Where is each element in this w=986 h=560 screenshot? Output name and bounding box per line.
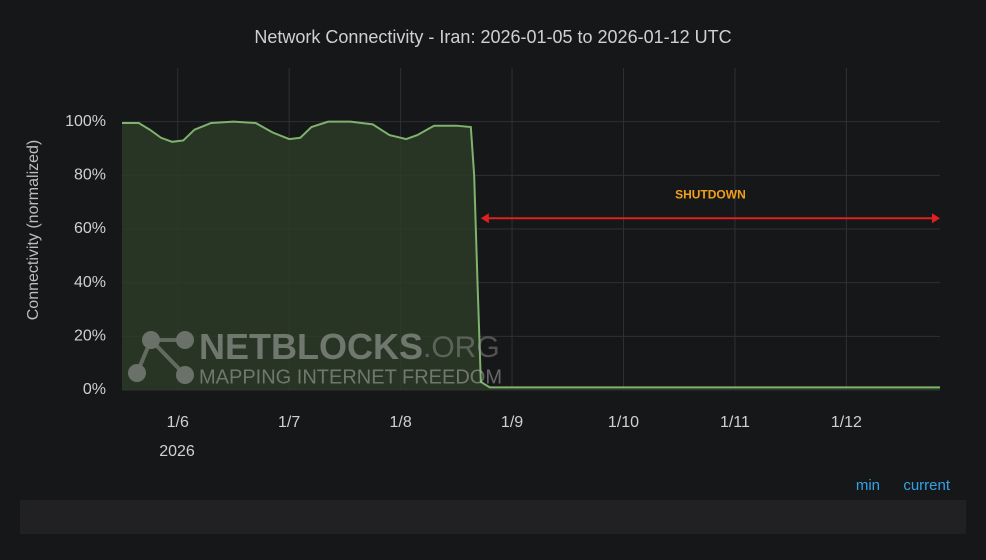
x-tick-label: 1/8 [389, 414, 411, 431]
x-tick-label: 1/6 [167, 414, 189, 431]
arrow-head [932, 213, 940, 224]
y-tick-label: 80% [74, 167, 106, 184]
series-line [122, 120, 940, 389]
y-tick-label: 100% [65, 113, 106, 130]
series-area [122, 121, 940, 391]
x-tick-label: 1/10 [608, 414, 639, 431]
watermark-name-text: NETBLOCKS [199, 326, 423, 367]
y-axis-label: Connectivity (normalized) [25, 140, 42, 321]
legend-header: min [856, 477, 880, 494]
annotation-label: SHUTDOWN [675, 187, 746, 201]
y-tick-label: 60% [74, 220, 106, 237]
chart-title: Network Connectivity - Iran: 2026-01-05 … [254, 27, 731, 47]
x-tick-label: 1/11 [720, 414, 750, 431]
y-tick-label: 0% [83, 381, 106, 398]
logo-link [135, 339, 153, 374]
logo-node [176, 366, 194, 384]
logo-node [176, 331, 194, 349]
x-tick-label: 1/7 [278, 414, 300, 431]
x-tick-label: 1/12 [831, 414, 862, 431]
arrow-head [480, 213, 489, 224]
legend-header: current [903, 477, 951, 494]
watermark-tagline: MAPPING INTERNET FREEDOM [199, 366, 502, 388]
x-tick-label: 1/9 [501, 414, 523, 431]
x-year-label: 2026 [159, 443, 195, 460]
y-tick-label: 20% [74, 328, 106, 345]
legend-row [20, 500, 966, 534]
watermark-name: NETBLOCKS.ORG [199, 326, 500, 367]
watermark-domain: .ORG [423, 331, 500, 364]
logo-link [149, 338, 187, 377]
logo-node [128, 364, 146, 382]
logo-node [142, 331, 160, 349]
watermark: NETBLOCKS.ORG MAPPING INTERNET FREEDOM [128, 326, 502, 388]
y-tick-label: 40% [74, 274, 106, 291]
